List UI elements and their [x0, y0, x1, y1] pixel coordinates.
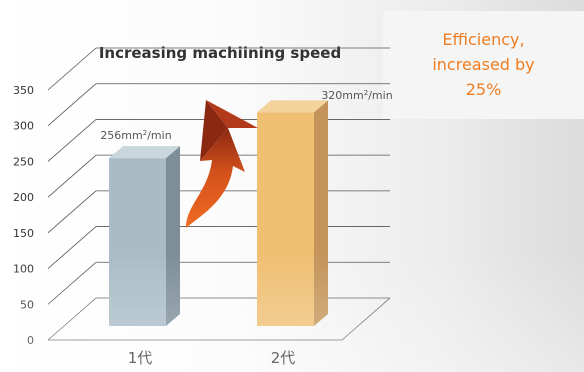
gridline-side-3: [47, 190, 97, 234]
data-label-1: 256mm2/min: [100, 129, 171, 142]
note-line-1: Efficiency,: [442, 30, 525, 49]
y-tick-label-2: 100: [13, 263, 34, 276]
y-tick-label-3: 150: [13, 227, 34, 240]
bar-1-front: [109, 158, 166, 326]
growth-arrow: [186, 128, 245, 228]
note-text: Efficiency, increased by 25%: [383, 27, 584, 102]
growth-arrow-head-right: [206, 100, 258, 128]
bar-2-side: [314, 100, 328, 326]
y-tick-label-0: 0: [27, 334, 34, 347]
note-line-2: increased by: [432, 55, 535, 74]
bar-2-top: [257, 100, 328, 113]
gridline-side-4: [47, 154, 97, 198]
bar-1-side: [166, 146, 180, 326]
data-label-2: 320mm2/min: [321, 89, 392, 102]
chart-title: Increasing machiining speed: [98, 44, 342, 62]
growth-arrow-head: [200, 100, 228, 161]
category-label-1: 1代: [128, 349, 153, 367]
y-tick-label-7: 350: [13, 84, 34, 97]
gridline-side-0: [47, 297, 97, 341]
bar-1: [109, 146, 180, 326]
bar-2-front: [257, 112, 314, 326]
gridline-side-7: [47, 47, 97, 91]
y-tick-label-1: 50: [20, 298, 34, 311]
bar-1-top: [109, 146, 180, 159]
y-tick-label-4: 200: [13, 191, 34, 204]
gridline-side-5: [47, 119, 97, 162]
bar-2: [257, 100, 328, 326]
gridline-side-1: [47, 261, 97, 305]
note-line-3: 25%: [465, 80, 502, 99]
floor-right-edge: [341, 297, 391, 341]
category-label-2: 2代: [271, 349, 296, 367]
note-box: Efficiency, increased by 25%: [383, 11, 584, 119]
gridline-side-2: [47, 226, 97, 269]
gridline-side-6: [47, 83, 97, 127]
y-tick-label-6: 300: [13, 120, 34, 133]
y-tick-label-5: 250: [13, 155, 34, 168]
